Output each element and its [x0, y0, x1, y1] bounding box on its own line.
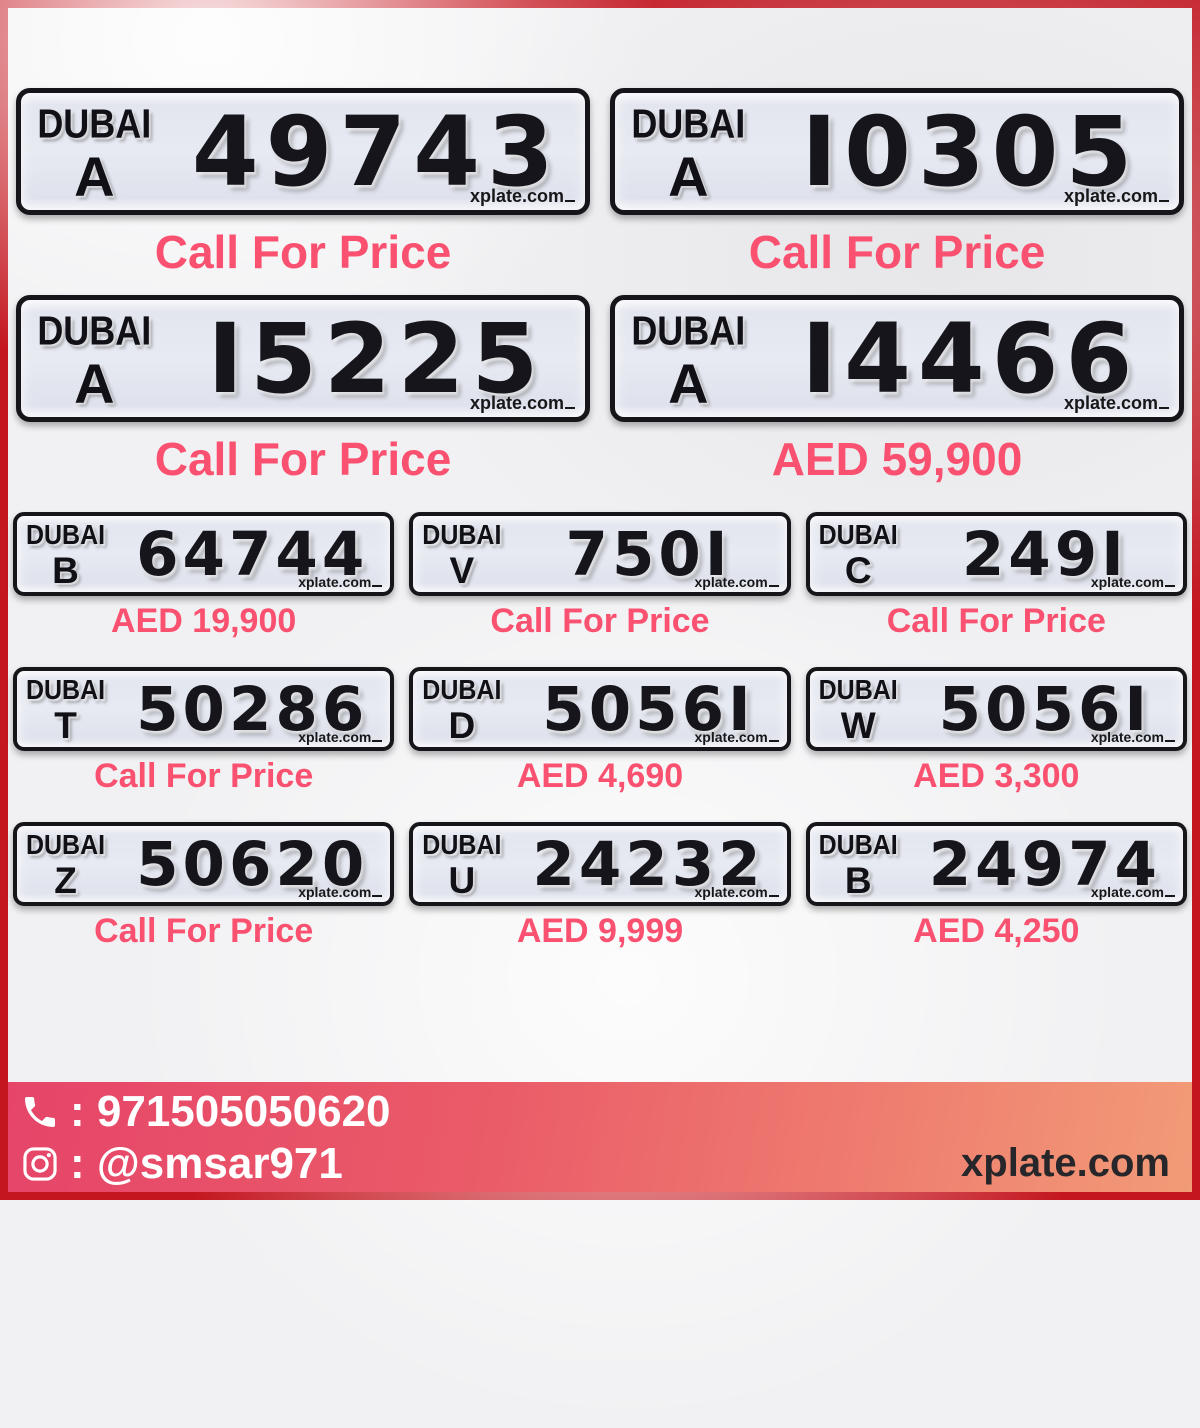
plate-listing: DUBAI B 64744 xplate.com AED 19,900	[13, 512, 395, 641]
instagram-icon	[18, 1142, 62, 1186]
website-label: xplate.com	[961, 1141, 1170, 1185]
plate-letter-code: A	[668, 144, 709, 208]
plate-row: DUBAI A I5225 xplate.com Call For Price …	[8, 295, 1192, 486]
plate-listing: DUBAI V 750I xplate.com Call For Price	[409, 512, 791, 641]
plate-price: AED 3,300	[913, 757, 1080, 795]
plate-price: AED 19,900	[111, 602, 297, 640]
phone-line: : 971505050620	[18, 1086, 391, 1138]
plate-watermark: xplate.com	[695, 574, 779, 590]
plate-price: AED 4,250	[913, 912, 1080, 950]
license-plate: DUBAI U 24232 xplate.com	[409, 822, 791, 906]
plate-row: DUBAI A 49743 xplate.com Call For Price …	[8, 88, 1192, 279]
plate-letter-code: A	[668, 351, 709, 415]
plate-row: DUBAI Z 50620 xplate.com Call For Price …	[8, 822, 1192, 951]
plate-listing: DUBAI Z 50620 xplate.com Call For Price	[13, 822, 395, 951]
plate-letter-code: T	[54, 704, 77, 746]
contact-footer: : 971505050620 : @smsar971 xplate.com	[8, 1082, 1192, 1192]
plate-watermark: xplate.com	[1064, 186, 1169, 207]
plate-listing: DUBAI A I5225 xplate.com Call For Price	[16, 295, 590, 486]
dubai-logo: DUBAI	[37, 307, 152, 354]
plate-watermark: xplate.com	[298, 574, 382, 590]
dubai-logo: DUBAI	[422, 674, 502, 706]
dubai-logo: DUBAI	[422, 829, 502, 861]
license-plate: DUBAI V 750I xplate.com	[409, 512, 791, 596]
plate-price: Call For Price	[154, 226, 452, 278]
plate-price: Call For Price	[748, 226, 1046, 278]
plate-watermark: xplate.com	[298, 729, 382, 745]
plate-listing: DUBAI W 5056I xplate.com AED 3,300	[805, 667, 1187, 796]
plate-ad-poster: { "branding": { "plate_region": "DUBAI",…	[0, 0, 1200, 1200]
dubai-logo: DUBAI	[37, 100, 152, 147]
plate-listing: DUBAI D 5056I xplate.com AED 4,690	[409, 667, 791, 796]
plate-letter-code: W	[840, 704, 876, 746]
plate-price: AED 9,999	[516, 912, 684, 950]
dubai-logo: DUBAI	[631, 100, 746, 147]
plate-price: Call For Price	[94, 912, 314, 950]
license-plate: DUBAI C 249I xplate.com	[805, 512, 1187, 596]
dubai-logo: DUBAI	[25, 674, 106, 706]
plate-letter-code: Z	[54, 859, 77, 901]
dubai-logo: DUBAI	[818, 519, 898, 551]
phone-icon	[18, 1090, 62, 1134]
plate-listing: DUBAI B 24974 xplate.com AED 4,250	[805, 822, 1187, 951]
dubai-logo: DUBAI	[25, 519, 106, 551]
plate-letter-code: C	[844, 549, 872, 591]
plate-row: DUBAI T 50286 xplate.com Call For Price …	[8, 667, 1192, 796]
dubai-logo: DUBAI	[422, 519, 502, 551]
plate-watermark: xplate.com	[1064, 393, 1169, 414]
license-plate: DUBAI T 50286 xplate.com	[13, 667, 395, 751]
plate-letter-code: B	[52, 549, 79, 591]
plate-watermark: xplate.com	[695, 729, 779, 745]
dubai-logo: DUBAI	[818, 829, 898, 861]
plate-price: AED 4,690	[516, 757, 684, 795]
plate-watermark: xplate.com	[298, 884, 382, 900]
plate-row: DUBAI B 64744 xplate.com AED 19,900 DUBA…	[8, 512, 1192, 641]
license-plate: DUBAI A I4466 xplate.com	[610, 295, 1184, 422]
phone-number: : 971505050620	[70, 1087, 391, 1136]
plate-price: AED 59,900	[771, 433, 1023, 485]
license-plate: DUBAI B 64744 xplate.com	[13, 512, 395, 596]
plate-listing: DUBAI A 49743 xplate.com Call For Price	[16, 88, 590, 279]
plate-price: Call For Price	[154, 433, 452, 485]
plate-price: Call For Price	[886, 602, 1106, 640]
plate-listing: DUBAI U 24232 xplate.com AED 9,999	[409, 822, 791, 951]
license-plate: DUBAI B 24974 xplate.com	[805, 822, 1187, 906]
plate-listing: DUBAI A I0305 xplate.com Call For Price	[610, 88, 1184, 279]
plate-listing: DUBAI C 249I xplate.com Call For Price	[805, 512, 1187, 641]
instagram-handle: : @smsar971	[70, 1139, 343, 1188]
plate-price: Call For Price	[490, 602, 710, 640]
license-plate: DUBAI W 5056I xplate.com	[805, 667, 1187, 751]
license-plate: DUBAI A I5225 xplate.com	[16, 295, 590, 422]
plate-watermark: xplate.com	[470, 186, 575, 207]
license-plate: DUBAI Z 50620 xplate.com	[13, 822, 395, 906]
contact-block: : 971505050620 : @smsar971	[18, 1086, 391, 1190]
plate-listing-grid: DUBAI A 49743 xplate.com Call For Price …	[8, 8, 1192, 951]
dubai-logo: DUBAI	[25, 829, 106, 861]
license-plate: DUBAI A I0305 xplate.com	[610, 88, 1184, 215]
plate-price: Call For Price	[94, 757, 314, 795]
plate-letter-code: B	[844, 859, 872, 901]
license-plate: DUBAI D 5056I xplate.com	[409, 667, 791, 751]
license-plate: DUBAI A 49743 xplate.com	[16, 88, 590, 215]
plate-letter-code: A	[74, 351, 115, 415]
plate-letter-code: A	[74, 144, 115, 208]
plate-watermark: xplate.com	[1091, 729, 1175, 745]
instagram-line: : @smsar971	[18, 1138, 391, 1190]
plate-watermark: xplate.com	[1091, 884, 1175, 900]
plate-listing: DUBAI A I4466 xplate.com AED 59,900	[610, 295, 1184, 486]
plate-letter-code: D	[448, 704, 476, 746]
dubai-logo: DUBAI	[818, 674, 898, 706]
plate-letter-code: V	[449, 549, 475, 591]
plate-letter-code: U	[448, 859, 476, 901]
plate-watermark: xplate.com	[1091, 574, 1175, 590]
plate-listing: DUBAI T 50286 xplate.com Call For Price	[13, 667, 395, 796]
plate-watermark: xplate.com	[695, 884, 779, 900]
dubai-logo: DUBAI	[631, 307, 746, 354]
plate-watermark: xplate.com	[470, 393, 575, 414]
